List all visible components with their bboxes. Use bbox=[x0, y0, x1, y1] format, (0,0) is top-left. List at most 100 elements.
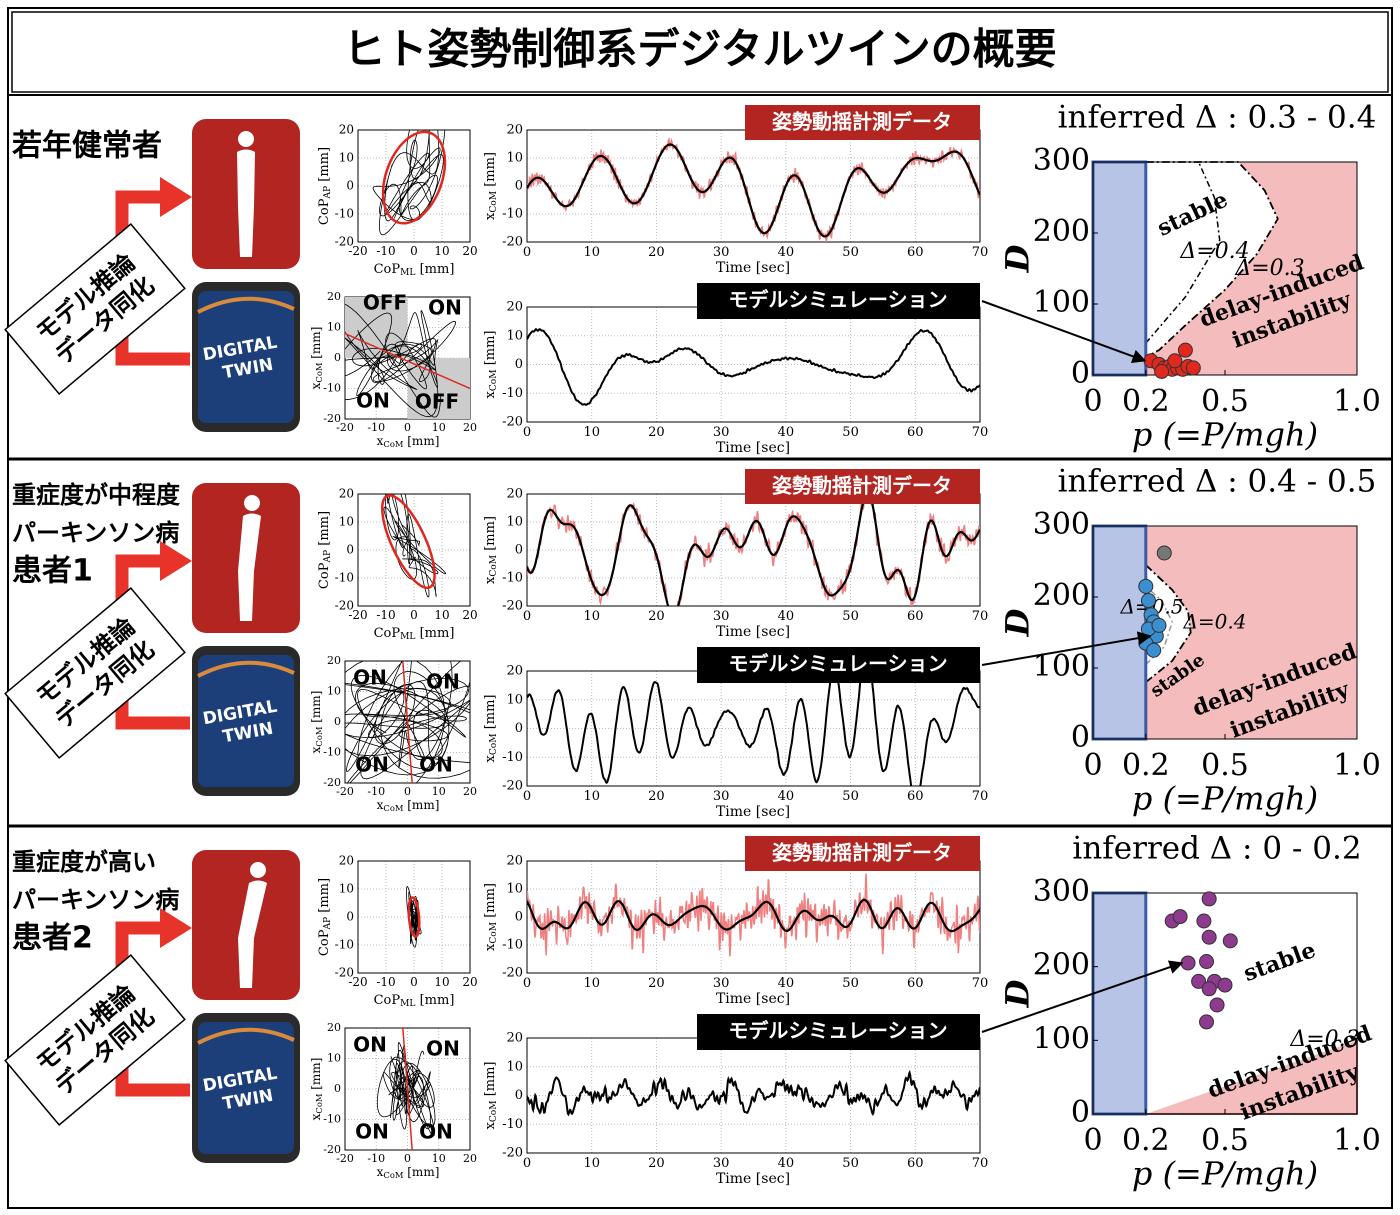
label-part: x bbox=[309, 1113, 323, 1120]
plot-frame bbox=[526, 129, 981, 243]
x-tick-label: 50 bbox=[842, 425, 859, 440]
y-tick-label: 20 bbox=[506, 123, 523, 138]
x-tick-label: 20 bbox=[462, 975, 477, 989]
x-tick-label: 0 bbox=[1083, 384, 1102, 419]
unstable-band bbox=[1091, 160, 1148, 377]
trace bbox=[376, 1041, 436, 1137]
x-tick-label: 20 bbox=[463, 785, 477, 798]
y-tick-label: 10 bbox=[506, 515, 523, 530]
label-part: CoP bbox=[374, 626, 401, 641]
label-part: [mm] bbox=[483, 330, 498, 369]
y-tick-label: -20 bbox=[502, 235, 523, 250]
x-tick-label: 0 bbox=[404, 1152, 411, 1165]
title: ヒト姿勢制御系デジタルツインの概要 bbox=[343, 25, 1056, 74]
twin-ring bbox=[197, 1027, 295, 1045]
x-tick-label: 60 bbox=[907, 425, 924, 440]
label-part: x bbox=[309, 382, 323, 389]
axis-label: xCoM [mm] bbox=[483, 330, 499, 398]
label-part: [mm] bbox=[483, 883, 498, 922]
x-tick-label: 50 bbox=[842, 789, 859, 804]
data-point bbox=[1201, 981, 1217, 997]
data-point bbox=[1199, 954, 1215, 970]
data-point bbox=[1156, 545, 1172, 561]
trace bbox=[345, 303, 457, 418]
label-sub: CoM bbox=[314, 1093, 324, 1113]
y-tick-label: -10 bbox=[502, 750, 523, 765]
x-tick-label: 40 bbox=[778, 609, 795, 624]
label-sub: AP bbox=[323, 550, 333, 564]
subject: 重症度が中程度 bbox=[12, 481, 181, 509]
trace bbox=[1145, 161, 1221, 344]
trace bbox=[527, 136, 980, 242]
x-tick-label: 70 bbox=[972, 1156, 989, 1171]
y-tick-label: 300 bbox=[1033, 507, 1090, 542]
y-tick-label: -10 bbox=[323, 382, 341, 395]
x-tick-label: 10 bbox=[583, 976, 600, 991]
label-part: x bbox=[483, 391, 498, 399]
x-tick-label: 1.0 bbox=[1333, 748, 1381, 783]
y-tick-label: 10 bbox=[506, 328, 523, 343]
trace bbox=[372, 130, 446, 236]
axis-label: xCoM [mm] bbox=[483, 883, 499, 951]
axis-label: CoPAP [mm] bbox=[317, 147, 333, 225]
label-part: CoP bbox=[317, 198, 332, 225]
y-tick-label: -20 bbox=[502, 599, 523, 614]
plot-frame bbox=[357, 860, 471, 974]
x-tick-label: 1.0 bbox=[1333, 1123, 1381, 1158]
label-part: CoP bbox=[374, 993, 401, 1008]
measured-label: 姿勢動揺計測データ bbox=[772, 474, 952, 498]
plot-frame bbox=[344, 660, 471, 784]
y-tick-label: 10 bbox=[327, 685, 341, 698]
x-tick-label: 0 bbox=[523, 1156, 531, 1171]
x-tick-label: 20 bbox=[648, 245, 665, 260]
region-label: Δ=0.4 bbox=[1182, 610, 1246, 634]
label-part: [mm] bbox=[309, 1058, 323, 1094]
twin-ring bbox=[197, 660, 295, 678]
label-part: [mm] bbox=[309, 691, 323, 727]
x-tick-label: 30 bbox=[713, 1156, 730, 1171]
y-tick-label: 0 bbox=[515, 910, 523, 925]
x-tick-label: 0 bbox=[404, 421, 411, 434]
y-tick-label: 10 bbox=[339, 151, 354, 165]
label-part: [mm] bbox=[415, 626, 454, 641]
x-tick-label: -10 bbox=[367, 421, 385, 434]
y-tick-label: 20 bbox=[506, 487, 523, 502]
y-tick-label: -10 bbox=[323, 746, 341, 759]
data-point bbox=[1138, 578, 1154, 594]
frame bbox=[7, 7, 1393, 1209]
label-sub: ML bbox=[400, 999, 415, 1009]
axis-label: xCoM [mm] bbox=[483, 152, 499, 220]
quadrant-label: OFF bbox=[415, 390, 459, 414]
label-sub: CoM bbox=[489, 1100, 499, 1122]
y-tick-label: -20 bbox=[502, 1146, 523, 1161]
label-part: x bbox=[377, 798, 384, 812]
label-sub: CoM bbox=[383, 439, 403, 449]
y-tick-label: -20 bbox=[335, 599, 354, 613]
x-tick-label: 10 bbox=[432, 421, 446, 434]
twin-ring bbox=[197, 296, 295, 314]
quadrant-label: ON bbox=[428, 296, 462, 320]
y-tick-label: 10 bbox=[327, 1052, 341, 1065]
flow-arrowhead bbox=[160, 908, 192, 948]
trace bbox=[1145, 161, 1279, 359]
y-tick-label: -20 bbox=[323, 1143, 341, 1156]
y-tick-label: 0 bbox=[1071, 356, 1090, 391]
x-tick-label: 10 bbox=[434, 244, 449, 258]
label-sub: AP bbox=[323, 186, 333, 200]
trace bbox=[527, 898, 980, 933]
x-axis-label: Time [sec] bbox=[716, 804, 790, 820]
x-axis-label: p (=P/mgh) bbox=[1132, 1155, 1318, 1193]
label-part: [mm] bbox=[317, 511, 332, 550]
y-tick-label: 0 bbox=[346, 910, 354, 924]
x-tick-label: 30 bbox=[713, 609, 730, 624]
y-tick-label: 0 bbox=[346, 543, 354, 557]
label-part: x bbox=[483, 1122, 498, 1130]
label-part: CoP bbox=[317, 562, 332, 589]
y-tick-label: 10 bbox=[339, 882, 354, 896]
data-point bbox=[1201, 891, 1217, 907]
x-tick-label: 40 bbox=[778, 976, 795, 991]
silhouette bbox=[238, 513, 261, 621]
